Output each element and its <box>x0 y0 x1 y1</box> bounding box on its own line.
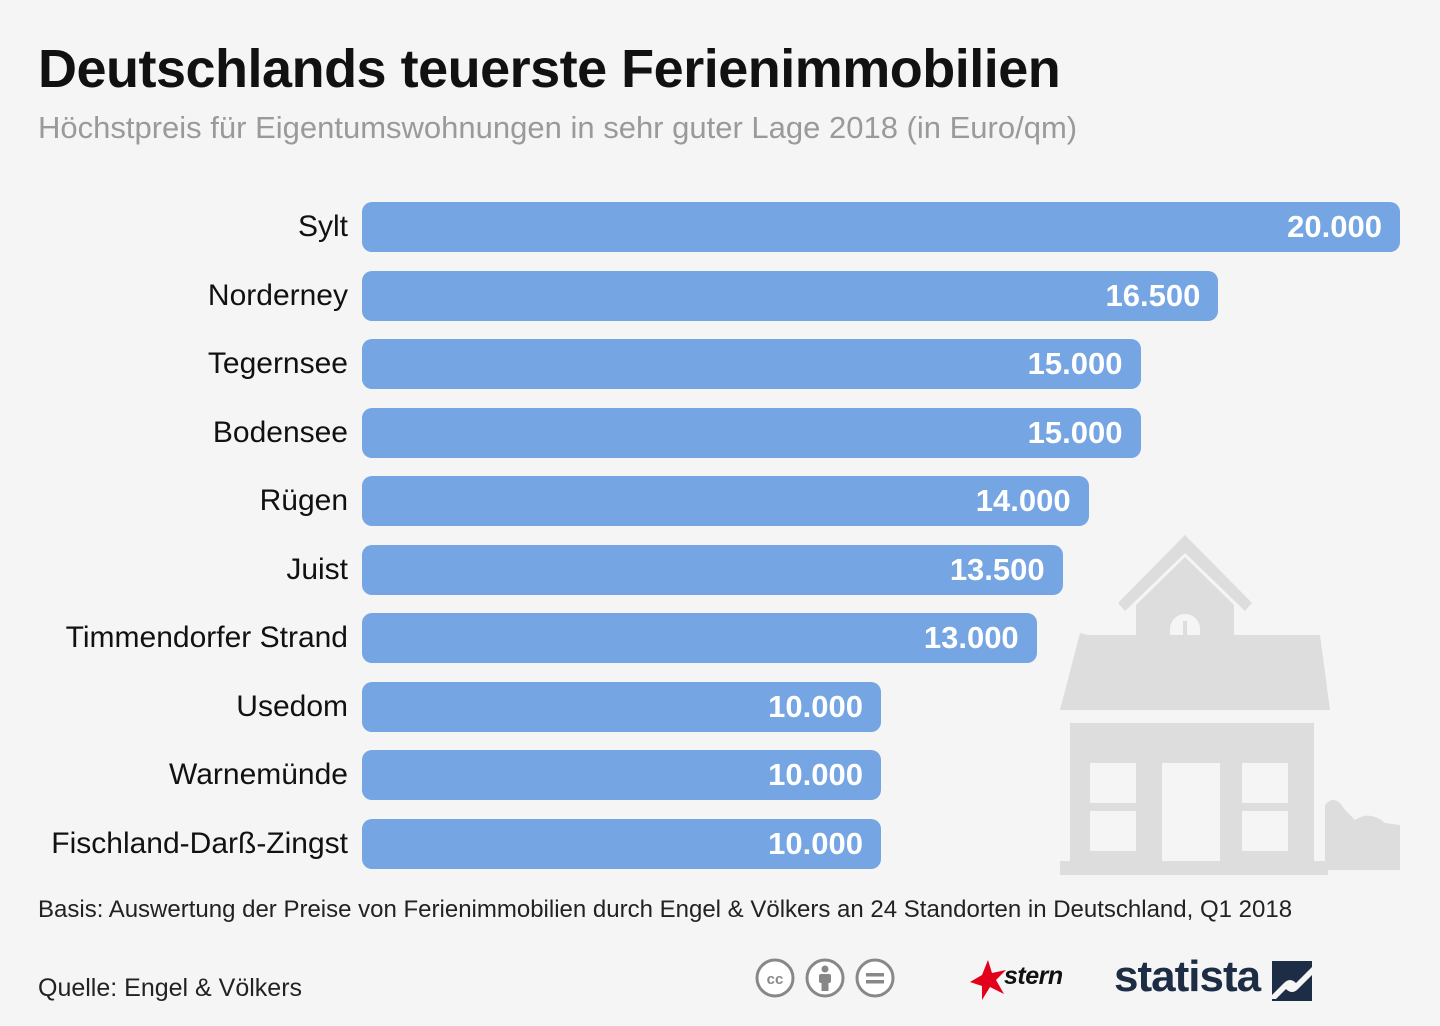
category-label: Timmendorfer Strand <box>65 621 348 654</box>
chart-title: Deutschlands teuerste Ferienimmobilien <box>38 39 1061 99</box>
value-label: 10.000 <box>768 757 863 792</box>
bar <box>362 750 881 800</box>
chart-source: Quelle: Engel & Völkers <box>38 974 303 1002</box>
category-label: Sylt <box>297 210 348 243</box>
bar <box>362 613 1037 663</box>
value-label: 10.000 <box>768 688 863 724</box>
value-label: 15.000 <box>1027 346 1123 381</box>
category-label: Bodensee <box>212 415 348 449</box>
value-label: 15.000 <box>1027 414 1123 450</box>
category-label: Norderney <box>207 278 348 312</box>
stern-star-icon <box>970 960 1006 1000</box>
bar <box>362 407 1141 458</box>
category-label: Rügen <box>259 484 348 517</box>
cc-icon[interactable]: cc <box>755 958 795 998</box>
value-label: 20.000 <box>1287 209 1382 244</box>
value-label: 16.500 <box>1105 277 1201 313</box>
house-illustration <box>1060 535 1400 875</box>
statista-mark-icon <box>1272 961 1312 1001</box>
no-derivatives-icon[interactable] <box>855 958 895 998</box>
bar <box>362 270 1219 321</box>
statista-logo: statista <box>1114 952 1261 1001</box>
bar <box>362 202 1400 252</box>
bar <box>362 681 881 732</box>
bar <box>362 818 881 869</box>
value-label: 14.000 <box>975 483 1071 518</box>
bar <box>362 544 1063 595</box>
category-label: Juist <box>286 552 348 586</box>
stern-logo: stern <box>1004 962 1063 990</box>
category-label: Tegernsee <box>207 347 348 380</box>
svg-text:cc: cc <box>767 971 784 988</box>
bar <box>362 339 1141 389</box>
category-label: Usedom <box>236 689 348 723</box>
value-label: 10.000 <box>768 825 863 861</box>
chart-subtitle: Höchstpreis für Eigentumswohnungen in se… <box>38 110 1078 145</box>
category-label: Warnemünde <box>169 758 348 791</box>
value-label: 13.500 <box>949 551 1045 587</box>
category-label: Fischland-Darß-Zingst <box>51 826 348 860</box>
bar <box>362 476 1089 526</box>
chart-note: Basis: Auswertung der Preise von Ferieni… <box>38 896 1293 923</box>
value-label: 13.000 <box>923 620 1019 655</box>
attribution-icon[interactable] <box>805 958 845 998</box>
